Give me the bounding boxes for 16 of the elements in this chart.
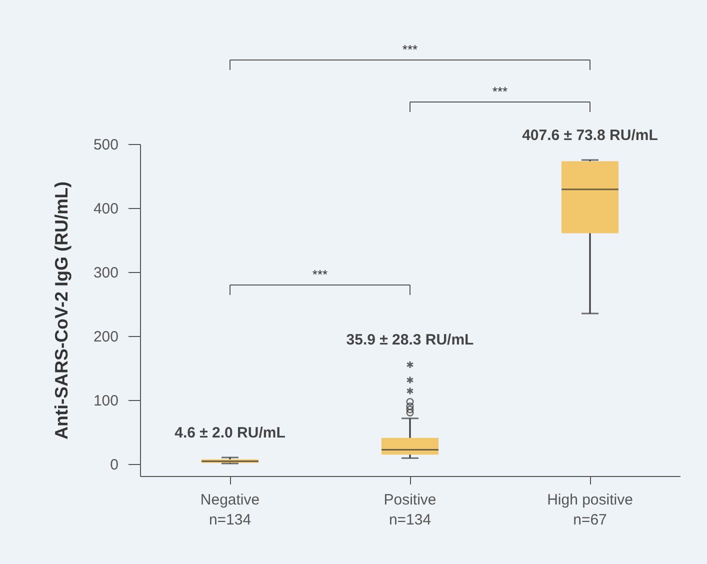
y-tick-label: 500	[93, 136, 118, 154]
y-tick-label: 0	[110, 456, 118, 474]
annotation: 407.6 ± 73.8 RU/mL	[522, 126, 658, 144]
text: ***	[402, 42, 418, 57]
y-axis-title: Anti-SARS-CoV-2 IgG (RU/mL)	[51, 182, 72, 440]
y-tick-label: 200	[93, 328, 118, 346]
x-tick-label: High positive n=67	[547, 492, 633, 528]
x-tick-label: Negative n=134	[200, 492, 260, 528]
annotation: 4.6 ± 2.0 RU/mL	[174, 424, 286, 442]
y-tick-label: 300	[93, 264, 118, 282]
y-tick-label: 100	[93, 392, 118, 410]
x-tick-label: Positive n=134	[384, 492, 436, 528]
y-tick-label: 400	[93, 200, 118, 218]
annotation: 35.9 ± 28.3 RU/mL	[346, 332, 474, 349]
annotation: ***	[312, 267, 328, 282]
text: ***	[492, 84, 508, 99]
